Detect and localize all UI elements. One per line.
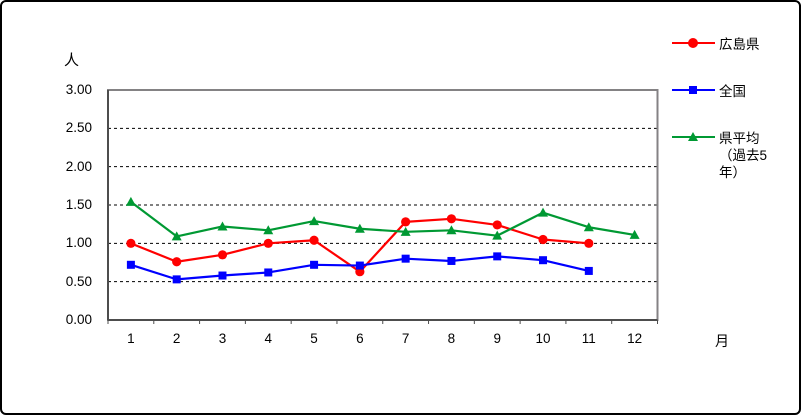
x-tick-label-8: 8: [447, 331, 456, 346]
legend-square-marker-icon: [689, 86, 697, 94]
x-tick-label-5: 5: [310, 331, 318, 346]
marker-national-month-9: [493, 252, 502, 261]
marker-pref-average-month-12: [629, 229, 640, 239]
legend-label-line3: 年）: [719, 165, 746, 180]
x-axis-unit-label: 月: [715, 333, 729, 349]
marker-pref-average-month-2: [171, 231, 182, 241]
marker-national-month-8: [447, 256, 456, 265]
marker-hiroshima-month-2: [172, 257, 182, 267]
marker-hiroshima-month-9: [492, 220, 502, 230]
marker-pref-average-month-10: [538, 207, 549, 217]
y-tick-label-0.00: 0.00: [65, 312, 92, 327]
legend-label-national: 全国: [719, 84, 746, 99]
marker-pref-average-month-4: [263, 225, 274, 235]
y-tick-label-2.00: 2.00: [65, 158, 92, 174]
x-tick-label-11: 11: [581, 331, 596, 346]
marker-national-month-11: [584, 266, 593, 275]
x-tick-label-6: 6: [356, 331, 364, 346]
legend-triangle-marker-icon: [688, 132, 698, 141]
x-tick-label-7: 7: [401, 331, 410, 346]
y-tick-label-1.50: 1.50: [65, 197, 92, 212]
x-tick-label-12: 12: [627, 331, 643, 346]
legend-item-pref-average: 県平均 （過去5 年）: [672, 129, 799, 180]
marker-hiroshima-month-7: [401, 217, 411, 227]
y-tick-label-3.00: 3.00: [65, 82, 92, 97]
x-tick-label-4: 4: [264, 331, 273, 346]
marker-national-month-2: [172, 275, 181, 284]
x-tick-label-10: 10: [535, 331, 551, 346]
marker-national-month-7: [401, 254, 410, 263]
legend-item-national: 全国: [672, 82, 799, 99]
marker-hiroshima-month-11: [584, 238, 594, 248]
legend-item-hiroshima: 広島県: [672, 35, 799, 52]
legend-label-pref-average: 県平均 （過去5 年）: [719, 130, 767, 181]
marker-hiroshima-month-4: [263, 238, 273, 248]
y-tick-label-0.50: 0.50: [65, 273, 92, 289]
y-axis-unit-label: 人: [64, 52, 80, 69]
marker-pref-average-month-6: [354, 223, 365, 233]
marker-pref-average-month-9: [492, 230, 503, 240]
marker-hiroshima-month-8: [446, 214, 457, 224]
marker-pref-average-month-7: [400, 226, 411, 236]
legend-label-line2: （過去5: [719, 148, 768, 163]
marker-hiroshima-month-3: [217, 250, 228, 260]
marker-national-month-5: [310, 260, 319, 269]
y-tick-label-1.00: 1.00: [65, 235, 92, 251]
legend-label-line1: 県平均: [719, 131, 760, 146]
marker-pref-average-month-8: [446, 225, 457, 235]
marker-pref-average-month-5: [309, 216, 320, 226]
legend-circle-marker-icon: [688, 38, 698, 48]
x-tick-label-2: 2: [172, 331, 181, 346]
marker-pref-average-month-1: [125, 196, 136, 206]
legend-label-hiroshima: 広島県: [719, 37, 760, 52]
marker-pref-average-month-3: [217, 221, 228, 231]
x-tick-label-1: 1: [127, 331, 135, 346]
x-tick-label-3: 3: [218, 331, 227, 346]
marker-national-month-4: [264, 268, 273, 277]
plot-area-border: [107, 89, 659, 321]
marker-hiroshima-month-5: [309, 235, 319, 245]
y-tick-label-2.50: 2.50: [65, 120, 92, 136]
series-line-pref-average: [130, 201, 635, 238]
marker-national-month-1: [126, 260, 135, 269]
marker-national-month-6: [355, 261, 364, 270]
marker-national-month-3: [218, 271, 227, 280]
marker-hiroshima-month-1: [126, 238, 136, 248]
marker-pref-average-month-11: [583, 222, 594, 232]
marker-national-month-10: [539, 256, 548, 265]
marker-hiroshima-month-10: [538, 234, 548, 245]
x-tick-label-9: 9: [493, 331, 501, 346]
